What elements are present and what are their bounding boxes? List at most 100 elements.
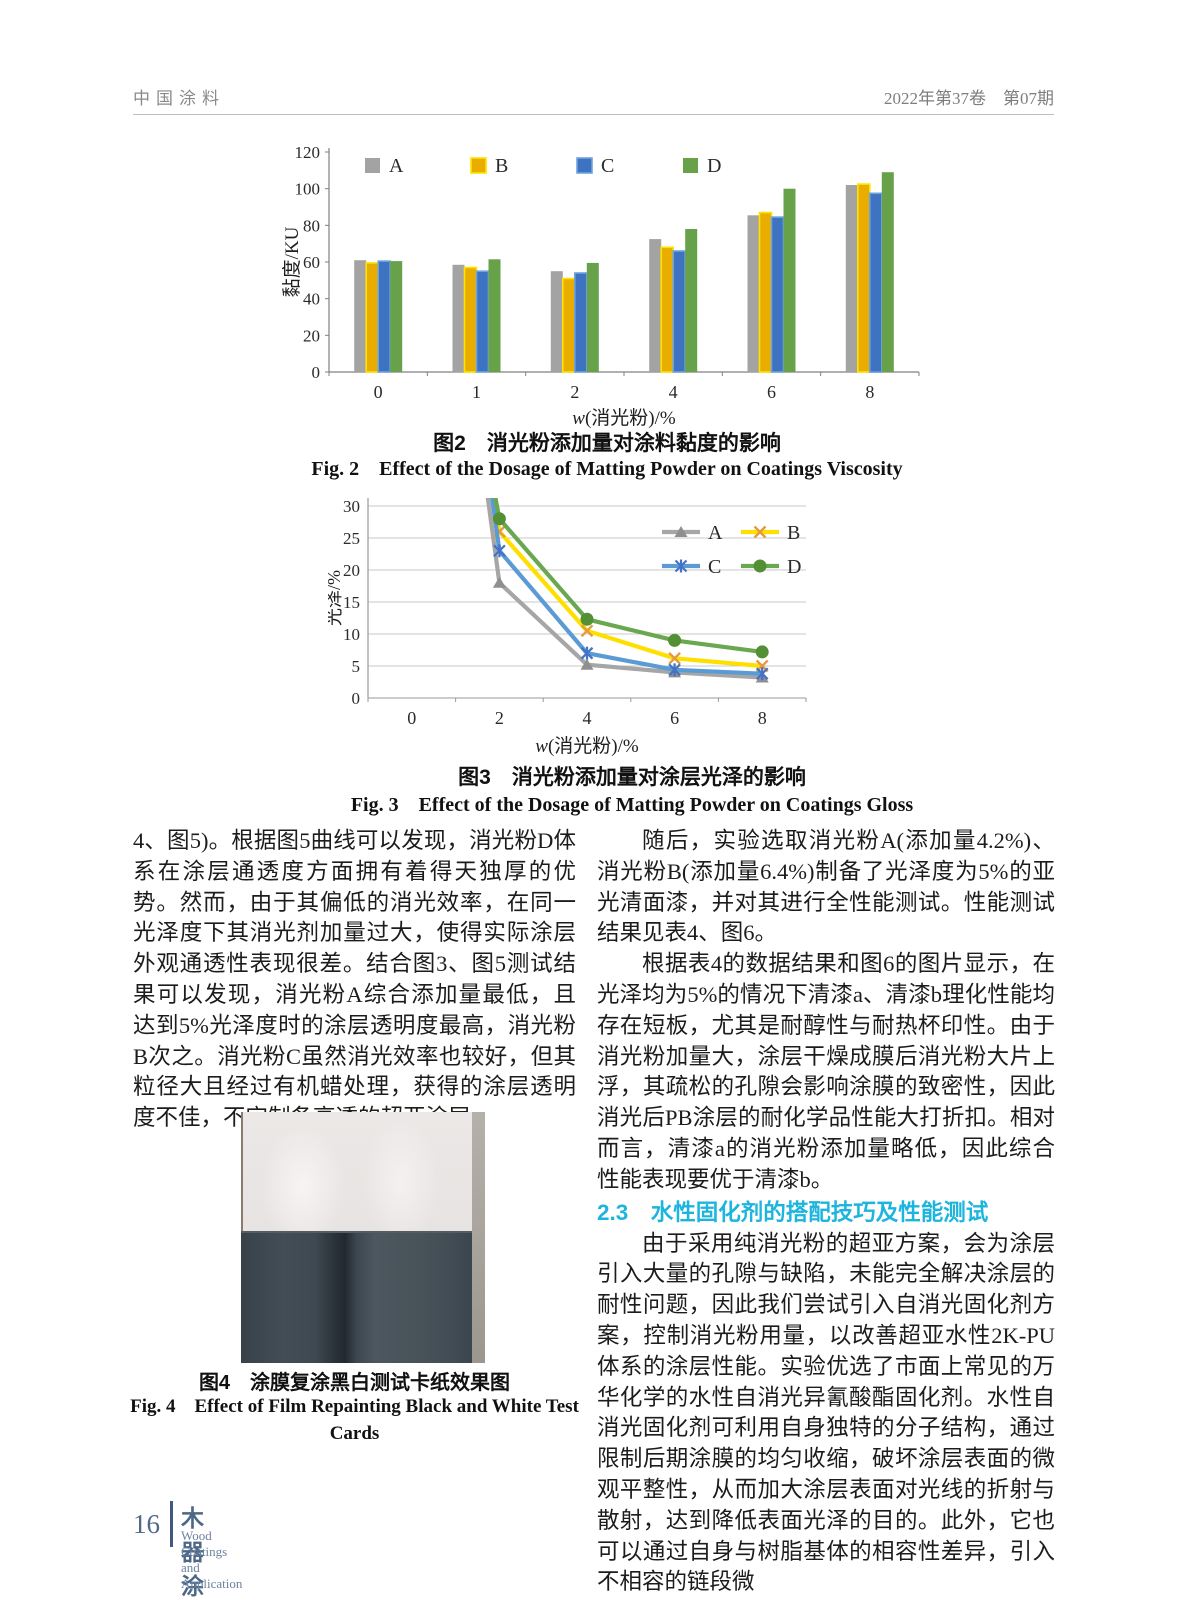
fig3-caption-cn: 图3 消光粉添加量对涂层光泽的影响 [458,766,806,789]
bar-A-8 [845,185,858,372]
svg-text:20: 20 [343,561,360,580]
svg-text:C: C [601,155,614,177]
header-rule [133,114,1054,115]
svg-text:光泽/%: 光泽/% [328,570,344,626]
bar-D-6 [783,188,796,372]
viscosity-bar-chart: 0 20 40 60 80 100 120 0 1 2 4 6 8 A B C D 黏度/KU w(消光粉)/% [281,142,931,435]
gloss-line-chart-svg: 0 5 10 15 20 25 30 A B C D 0 2 4 6 8 光泽/% w(消光粉)/% [324,497,807,757]
fig2-caption-cn: 图2 消光粉添加量对涂料黏度的影响 [433,432,781,455]
right-paragraph-1: 随后，实验选取消光粉A(添加量4.2%)、消光粉B(添加量6.4%)制备了光泽度… [597,828,1055,946]
line-legend-item-C: C [662,556,721,578]
svg-text:120: 120 [295,143,321,162]
bar-B-0 [365,262,379,373]
right-paragraph-3: 由于采用纯消光粉的超亚方案，会为涂层引入大量的孔隙与缺陷，未能完全解决涂层的耐性… [597,1230,1055,1595]
fig3-caption-en: Fig. 3 Effect of the Dosage of Matting P… [350,794,914,816]
svg-text:D: D [787,556,801,578]
bar-C-8 [868,192,883,373]
markers-C [493,544,769,681]
svg-text:80: 80 [303,216,320,235]
svg-text:黏度/KU: 黏度/KU [281,226,303,297]
svg-text:D: D [707,155,721,177]
svg-text:0: 0 [352,689,361,708]
svg-text:10: 10 [343,625,360,644]
bar-C-6 [770,216,785,373]
svg-text:A: A [708,522,723,544]
svg-text:4: 4 [583,708,592,728]
svg-text:6: 6 [767,382,776,402]
svg-text:25: 25 [343,529,360,548]
test-card-white-area [241,1112,472,1231]
left-column: 4、图5)。根据图5曲线可以发现，消光粉D体系在涂层通透度方面拥有着得天独厚的优… [133,826,576,1134]
fig4-caption-cn: 图4 涂膜复涂黑白测试卡纸效果图 [198,1372,511,1394]
bar-D-8 [881,172,894,372]
bar-A-2 [550,271,563,372]
svg-text:40: 40 [303,290,320,309]
svg-text:30: 30 [343,497,360,516]
bar-B-4 [660,246,675,373]
page-number: 16 [133,1509,160,1539]
bar-A-1 [452,264,465,373]
svg-text:0: 0 [374,382,383,402]
bar-C-4 [672,250,687,373]
line-legend-item-A: A [662,522,723,544]
svg-text:8: 8 [758,708,767,728]
left-paragraph: 4、图5)。根据图5曲线可以发现，消光粉D体系在涂层通透度方面拥有着得天独厚的优… [133,828,576,1131]
svg-text:0: 0 [407,708,416,728]
svg-text:0: 0 [312,363,321,382]
bar-D-1 [488,259,501,372]
svg-text:A: A [389,155,404,177]
bar-D-4 [685,229,698,372]
bar-B-2 [561,277,576,373]
bar-C-2 [573,272,588,373]
svg-text:4: 4 [669,382,678,402]
svg-text:2: 2 [495,708,504,728]
bar-B-6 [758,211,773,373]
bar-legend-item-B: B [470,155,508,177]
line-legend-item-D: D [741,556,801,578]
header-issue-info: 2022年第37卷 第07期 [884,89,1054,108]
bar-B-1 [463,266,478,373]
svg-text:1: 1 [472,382,481,402]
svg-text:B: B [787,522,800,544]
bar-D-2 [586,262,599,372]
fig2-caption-en: Fig. 2 Effect of the Dosage of Matting P… [311,458,903,480]
test-card-photo [241,1112,485,1363]
svg-text:C: C [708,556,721,578]
svg-text:6: 6 [670,708,679,728]
test-card-black-area [241,1231,472,1363]
svg-text:2: 2 [570,382,579,402]
footer-journal-cn: 木器涂料与涂装 [181,1505,205,1599]
viscosity-bar-chart-svg: 0 20 40 60 80 100 120 0 1 2 4 6 8 A B C D 黏度/KU w(消光粉)/% [281,143,920,429]
svg-text:5: 5 [352,657,361,676]
bar-legend-item-C: C [576,155,614,177]
bar-B-8 [856,183,871,373]
svg-text:w(消光粉)/%: w(消光粉)/% [572,407,676,429]
svg-text:w(消光粉)/%: w(消光粉)/% [535,735,639,757]
bar-C-0 [377,260,391,373]
right-paragraph-2: 根据表4的数据结果和图6的图片显示，在光泽均为5%的情况下清漆a、清漆b理化性能… [597,951,1055,1192]
svg-text:15: 15 [343,593,360,612]
footer-journal-en: Wood Coatings and Application [181,1528,243,1591]
line-series-B [492,498,765,669]
test-card-background-strip [472,1112,485,1363]
line-legend-item-B: B [741,522,800,544]
bar-D-0 [390,261,403,372]
markers-B [493,525,769,673]
svg-text:B: B [495,155,508,177]
right-column: 随后，实验选取消光粉A(添加量4.2%)、消光粉B(添加量6.4%)制备了光泽度… [597,826,1055,1598]
bar-A-4 [649,239,662,372]
svg-text:8: 8 [865,382,874,402]
bar-A-0 [354,260,367,372]
svg-text:100: 100 [295,180,321,199]
test-card-left-edge [241,1112,243,1231]
gloss-line-chart: 0 5 10 15 20 25 30 A B C D 0 2 4 6 8 光泽/% w(消光粉)/% [324,492,894,765]
bar-C-1 [475,270,490,373]
section-heading-2-3: 2.3 水性固化剂的搭配技巧及性能测试 [597,1199,989,1225]
bar-A-6 [747,215,760,373]
header-journal-name: 中国涂料 [133,89,225,108]
bar-legend-item-D: D [683,155,721,177]
svg-text:60: 60 [303,253,320,272]
footer-divider-bar [170,1501,173,1547]
fig4-caption-en: Fig. 4 Effect of Film Repainting Black a… [130,1396,579,1444]
